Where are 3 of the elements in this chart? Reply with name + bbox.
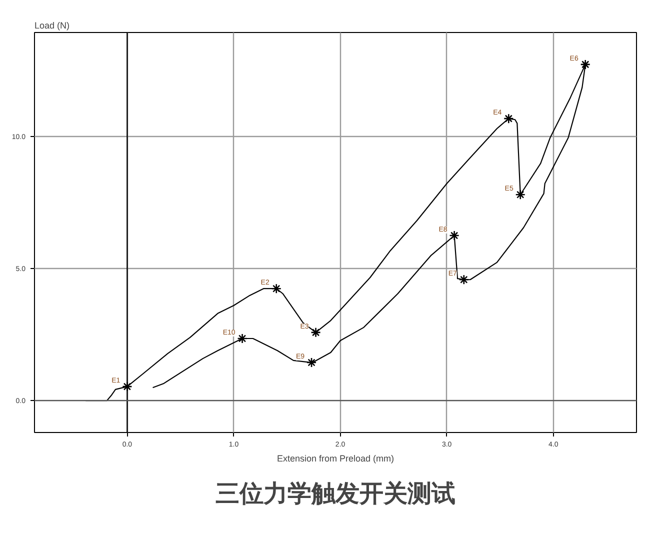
text: 三位力学触发开关测试 — [216, 480, 456, 508]
y-axis-title: Load (N) — [34, 20, 70, 30]
x-axis-title: Extension from Preload (mm) — [276, 454, 394, 464]
